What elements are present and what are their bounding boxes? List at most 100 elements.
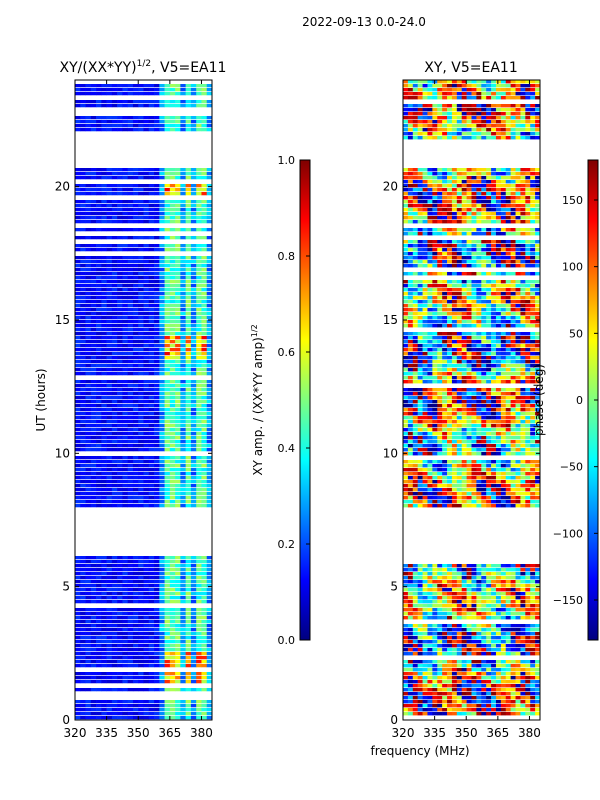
phase-cell — [520, 320, 526, 324]
amplitude-cell — [169, 360, 176, 364]
amplitude-cell — [185, 388, 192, 392]
phase-cell — [495, 192, 502, 196]
amplitude-cell — [185, 352, 192, 356]
amplitude-cell — [75, 304, 81, 308]
phase-cell — [403, 216, 409, 220]
phase-cell — [417, 248, 423, 252]
amplitude-cell — [96, 84, 102, 88]
phase-cell — [422, 92, 428, 96]
amplitude-cell — [143, 488, 150, 492]
amplitude-cell — [127, 468, 134, 472]
phase-cell — [491, 352, 497, 356]
amplitude-cell — [75, 424, 81, 428]
amplitude-cell — [201, 184, 208, 188]
amplitude-cell — [111, 124, 118, 128]
amplitude-cell — [75, 664, 81, 668]
amplitude-cell — [190, 88, 197, 92]
amplitude-cell — [201, 100, 208, 104]
phase-cell — [412, 104, 418, 108]
amplitude-cell — [196, 428, 202, 432]
amplitude-cell — [190, 316, 197, 320]
amplitude-cell — [154, 440, 160, 444]
phase-cell — [403, 324, 409, 328]
amplitude-cell — [185, 700, 192, 704]
amplitude-cell — [127, 504, 134, 508]
phase-cell — [486, 84, 492, 88]
amplitude-cell — [196, 268, 202, 272]
amplitude-cell — [196, 344, 202, 348]
phase-cell — [535, 84, 540, 88]
amplitude-cell — [143, 416, 150, 420]
amplitude-cell — [190, 476, 197, 480]
amplitude-cell — [164, 208, 171, 212]
amplitude-cell — [164, 640, 171, 644]
amplitude-cell — [101, 424, 107, 428]
amplitude-cell — [148, 380, 155, 384]
phase-cell — [495, 200, 502, 204]
amplitude-cell — [80, 656, 86, 660]
amplitude-cell — [90, 360, 97, 364]
amplitude-cell — [127, 424, 134, 428]
amplitude-cell — [143, 616, 150, 620]
amplitude-cell — [185, 308, 192, 312]
amplitude-cell — [85, 464, 92, 468]
amplitude-cell — [159, 100, 165, 104]
amplitude-cell — [159, 580, 165, 584]
phase-cell — [407, 364, 414, 368]
amplitude-cell — [201, 580, 208, 584]
phase-cell — [500, 212, 507, 216]
phase-cell — [515, 380, 521, 384]
amplitude-cell — [106, 396, 113, 400]
amplitude-cell — [127, 172, 134, 176]
amplitude-cell — [101, 396, 107, 400]
amplitude-cell — [148, 580, 155, 584]
amplitude-cell — [90, 708, 97, 712]
amplitude-cell — [90, 400, 97, 404]
phase-cell — [530, 208, 536, 212]
amplitude-cell — [143, 208, 150, 212]
amplitude-cell — [101, 408, 107, 412]
amplitude-cell — [111, 620, 118, 624]
amplitude-cell — [206, 228, 212, 232]
amplitude-cell — [185, 664, 192, 668]
amplitude-cell — [90, 580, 97, 584]
amplitude-cell — [185, 476, 192, 480]
amplitude-cell — [138, 88, 144, 92]
amplitude-cell — [159, 620, 165, 624]
phase-cell — [417, 108, 423, 112]
amplitude-cell — [201, 564, 208, 568]
amplitude-cell — [196, 656, 202, 660]
amplitude-cell — [185, 680, 192, 684]
phase-cell — [417, 136, 423, 140]
amplitude-cell — [190, 192, 197, 196]
phase-cell — [505, 84, 511, 88]
amplitude-cell — [196, 348, 202, 352]
amplitude-cell — [164, 220, 171, 224]
amplitude-cell — [75, 448, 81, 452]
amplitude-cell — [122, 640, 128, 644]
phase-cell — [432, 192, 438, 196]
amplitude-cell — [106, 680, 113, 684]
amplitude-cell — [106, 220, 113, 224]
amplitude-cell — [90, 280, 97, 284]
phase-cell — [535, 316, 540, 320]
amplitude-cell — [164, 296, 171, 300]
amplitude-cell — [164, 632, 171, 636]
phase-cell — [412, 228, 418, 232]
amplitude-cell — [196, 584, 202, 588]
amplitude-cell — [196, 124, 202, 128]
phase-cell — [403, 388, 409, 392]
amplitude-cell — [196, 192, 202, 196]
amplitude-cell — [180, 84, 186, 88]
amplitude-cell — [122, 380, 128, 384]
amplitude-cell — [196, 596, 202, 600]
amplitude-cell — [190, 700, 197, 704]
amplitude-cell — [148, 572, 155, 576]
amplitude-cell — [117, 236, 123, 240]
phase-cell — [486, 96, 492, 100]
phase-cell — [520, 280, 526, 284]
amplitude-cell — [101, 708, 107, 712]
amplitude-cell — [196, 300, 202, 304]
amplitude-cell — [175, 344, 181, 348]
amplitude-cell — [206, 188, 212, 192]
